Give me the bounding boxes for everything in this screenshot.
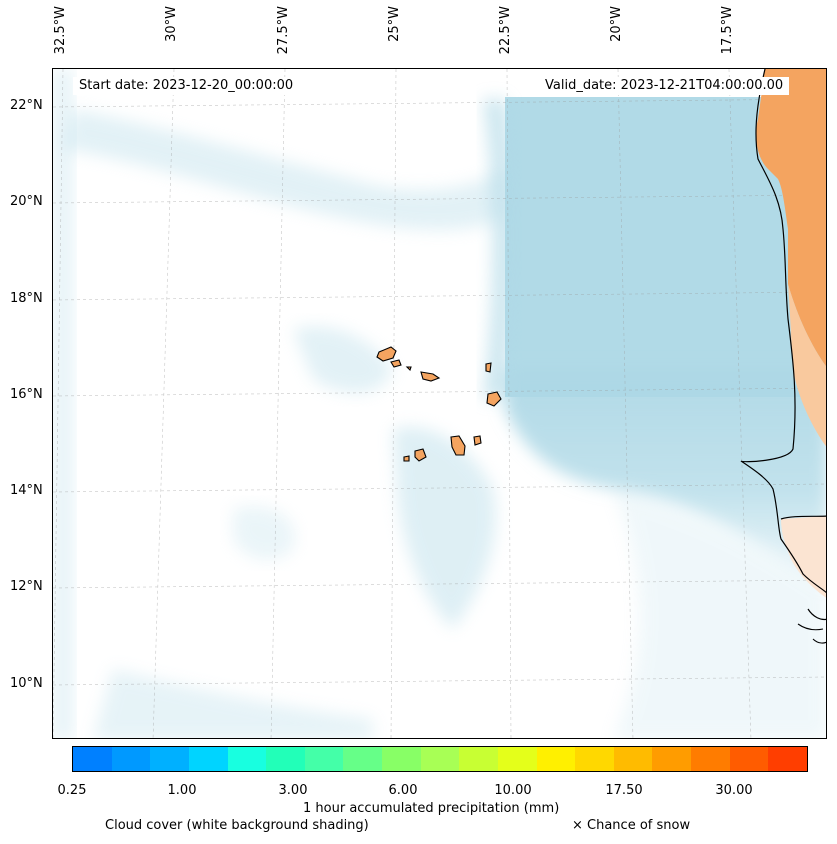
start-date-label: Start date: 2023-12-20_00:00:00 — [73, 77, 300, 95]
colorbar-segment-0 — [73, 747, 112, 771]
lat-label-20n: 20°N — [10, 194, 43, 209]
africa-coast — [740, 69, 826, 644]
cape-verde-islands — [376, 346, 502, 462]
colorbar-segment-3 — [188, 747, 228, 771]
colorbar-tick-6-00: 6.00 — [388, 783, 418, 798]
colorbar-tick-10-00: 10.00 — [494, 783, 532, 798]
colorbar-tick-30-00: 30.00 — [715, 783, 753, 798]
colorbar-label: 1 hour accumulated precipitation (mm) — [303, 801, 560, 816]
colorbar-segment-4 — [227, 747, 267, 771]
colorbar-segment-2 — [150, 747, 189, 771]
precipitation-colorbar — [72, 746, 808, 772]
colorbar-segment-6 — [304, 747, 344, 771]
colorbar-segment-15 — [652, 747, 691, 771]
lon-label-25w: 25°W — [387, 6, 402, 42]
colorbar-tick-1-00: 1.00 — [167, 783, 197, 798]
snow-chance-caption: × Chance of snow — [572, 818, 691, 833]
lon-label-20w: 20°W — [609, 6, 624, 42]
lat-label-16n: 16°N — [10, 387, 43, 402]
colorbar-segment-5 — [266, 747, 305, 771]
valid-date-label: Valid_date: 2023-12-21T04:00:00.00 — [539, 77, 790, 95]
colorbar-segment-14 — [613, 747, 653, 771]
colorbar-tick-3-00: 3.00 — [278, 783, 308, 798]
lon-label-27-5w: 27.5°W — [276, 6, 291, 55]
lon-label-32-5w: 32.5°W — [53, 6, 68, 55]
lat-label-18n: 18°N — [10, 291, 43, 306]
colorbar-segment-17 — [729, 747, 769, 771]
colorbar-segment-9 — [420, 747, 460, 771]
colorbar-segment-7 — [343, 747, 382, 771]
colorbar-segment-12 — [536, 747, 576, 771]
lat-label-10n: 10°N — [10, 676, 43, 691]
colorbar-tick-17-50: 17.50 — [605, 783, 643, 798]
lon-label-22-5w: 22.5°W — [498, 6, 513, 55]
colorbar-segment-11 — [497, 747, 537, 771]
lon-label-17-5w: 17.5°W — [720, 6, 735, 55]
cloud-cover-shading — [53, 69, 826, 738]
colorbar-segment-18 — [768, 747, 807, 771]
colorbar-segment-1 — [111, 747, 151, 771]
lat-label-12n: 12°N — [10, 579, 43, 594]
colorbar-segment-13 — [575, 747, 614, 771]
map-canvas — [53, 69, 826, 738]
lat-label-22n: 22°N — [10, 98, 43, 113]
lon-label-30w: 30°W — [164, 6, 179, 42]
cloud-cover-caption: Cloud cover (white background shading) — [105, 818, 369, 833]
colorbar-segment-8 — [382, 747, 421, 771]
lat-label-14n: 14°N — [10, 483, 43, 498]
map-panel[interactable] — [52, 68, 827, 739]
graticule — [53, 69, 826, 738]
colorbar-tick-0-25: 0.25 — [57, 783, 87, 798]
colorbar-segment-10 — [459, 747, 498, 771]
colorbar-segment-16 — [691, 747, 730, 771]
